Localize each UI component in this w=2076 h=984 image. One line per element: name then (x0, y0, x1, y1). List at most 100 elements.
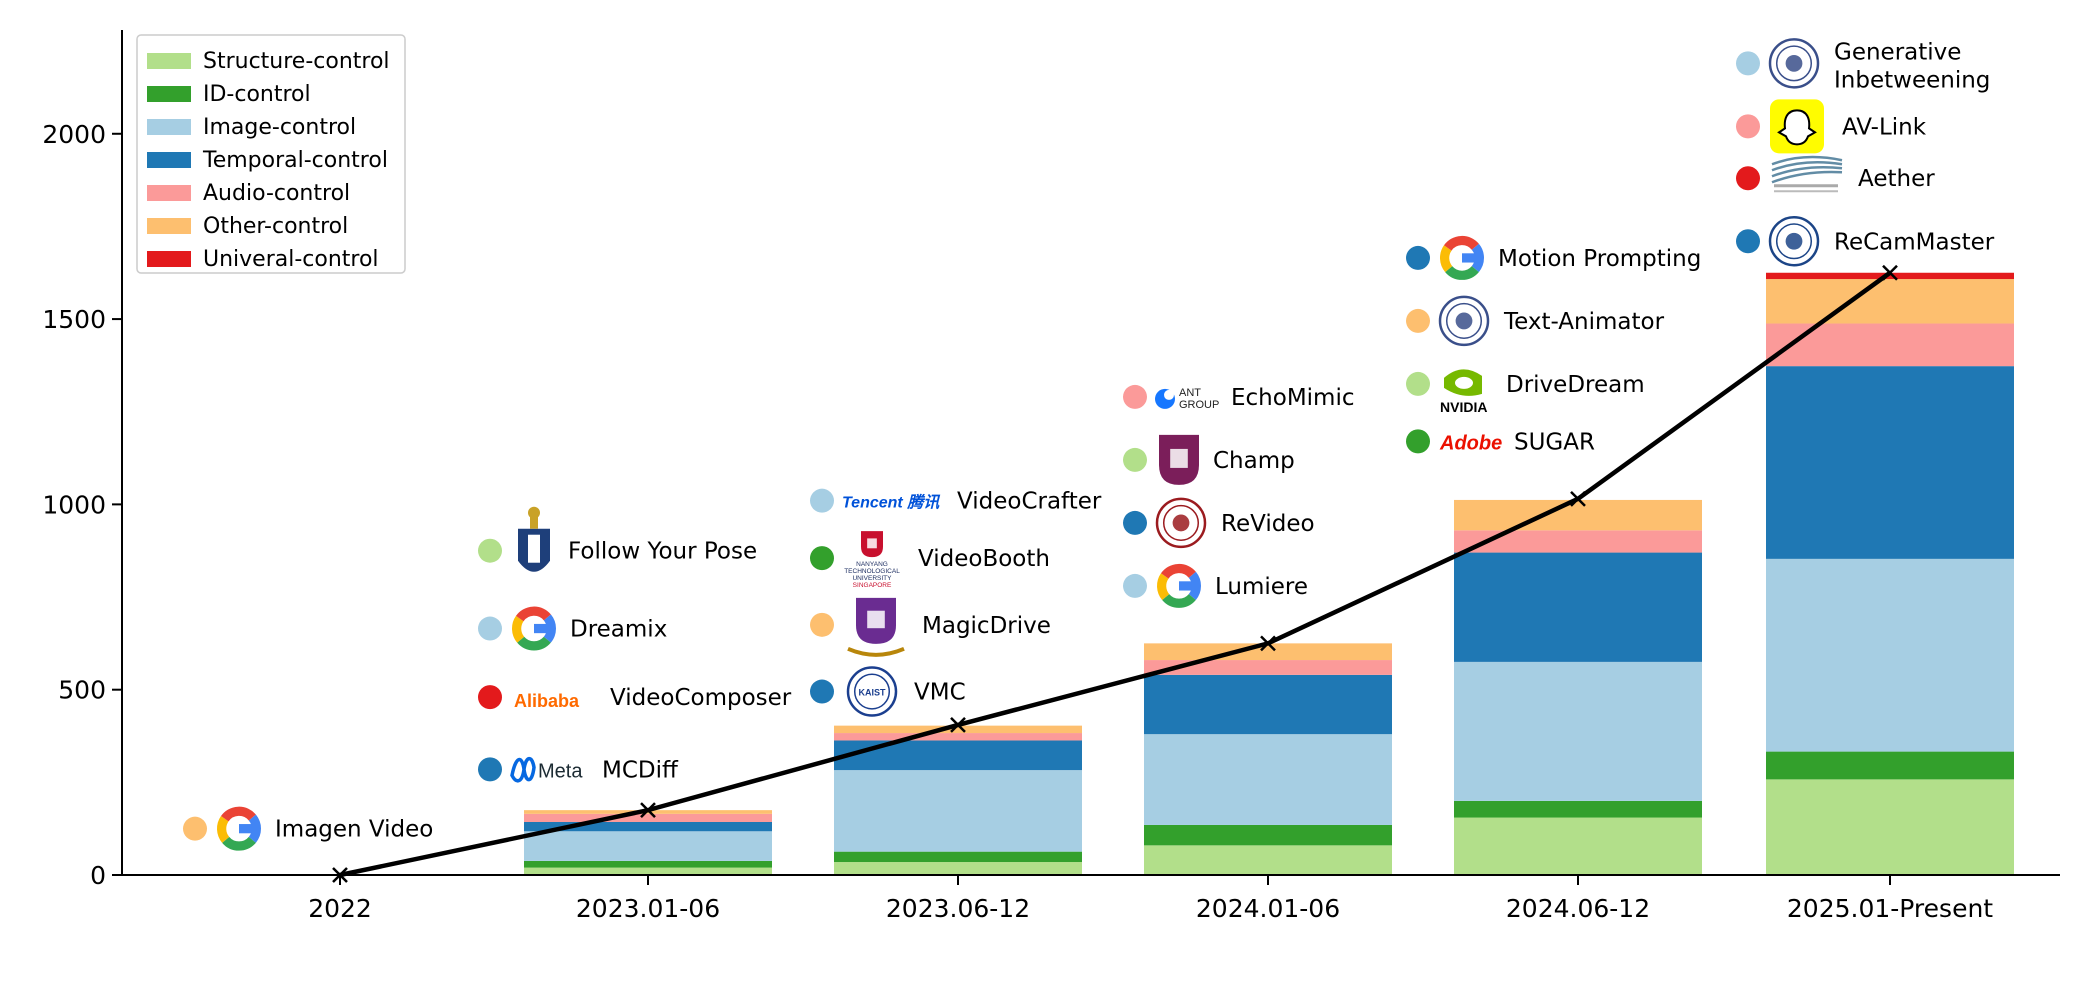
y-tick-label-2000: 2000 (42, 120, 106, 149)
annotation-dot (478, 685, 502, 710)
annotation-label: Lumiere (1215, 574, 1308, 600)
annotation-label: AV-Link (1842, 114, 1927, 140)
annotation-dot (478, 757, 502, 782)
annotation-label: SUGAR (1514, 429, 1595, 455)
annotation-drivedream: NVIDIA DriveDream (1406, 369, 1645, 415)
line-marker-2 (950, 717, 966, 733)
annotation-label: VMC (914, 680, 966, 706)
annotation-lumiere: Lumiere (1123, 563, 1308, 608)
y-tick-label-1500: 1500 (42, 305, 106, 334)
annotation-magicdrive: MagicDrive (810, 597, 1051, 657)
legend-label-5: Other-control (203, 214, 348, 239)
annotation-dot (1736, 166, 1760, 191)
svg-text:KAIST: KAIST (859, 688, 887, 698)
bar-other-control-3 (1144, 643, 1392, 661)
svg-text:Adobe: Adobe (1439, 432, 1502, 454)
nvidia-logo: NVIDIA (1440, 369, 1487, 415)
annotation-dot (1736, 51, 1760, 76)
annotation-dot (183, 816, 207, 841)
bar-image-control-4 (1454, 661, 1702, 801)
bar-audio-control-1 (524, 813, 772, 823)
annotation-label: Dreamix (570, 617, 667, 643)
google-logo (217, 806, 261, 851)
line-marker-4 (1570, 490, 1586, 507)
annotation-label: Aether (1858, 166, 1935, 192)
bar-audio-control-5 (1766, 323, 2014, 367)
legend-swatch-1 (147, 86, 191, 102)
annotation-videocomposer: Alibaba VideoComposer (478, 685, 792, 711)
annotation-label: MCDiff (602, 757, 679, 783)
annotation-label: MagicDrive (922, 613, 1051, 639)
kaist-logo: KAIST (846, 666, 898, 717)
adobe-logo: Adobe (1439, 432, 1502, 454)
line-marker-1 (640, 802, 656, 819)
legend-frame (136, 34, 406, 274)
university-seal-logo (1438, 295, 1490, 347)
bar-structure-control-3 (1144, 845, 1392, 875)
svg-text:GROUP: GROUP (1179, 399, 1219, 411)
bar-image-control-5 (1766, 558, 2014, 752)
legend-label-3: Temporal-control (202, 148, 388, 173)
bar-image-control-1 (524, 831, 772, 861)
tencent-logo: Tencent 腾讯 (842, 494, 941, 512)
annotation-dot (1736, 229, 1760, 254)
annotation-dot (810, 546, 834, 571)
annotation-dot (1406, 245, 1430, 270)
annotation-label: EchoMimic (1231, 385, 1355, 411)
annotation-label: VideoComposer (610, 685, 792, 711)
bars-layer (524, 272, 2014, 875)
svg-text:Meta: Meta (538, 760, 583, 782)
x-tick-label-2: 2023.06-12 (886, 894, 1030, 923)
annotation-dot (1123, 573, 1147, 598)
shanghai-ai-lab-logo (1771, 155, 1843, 193)
alibaba-logo: Alibaba (514, 691, 580, 711)
annotation-dot (1406, 308, 1430, 333)
annotation-videocrafter: Tencent 腾讯 VideoCrafter (810, 488, 1102, 515)
annotation-vmc: KAIST VMC (810, 666, 966, 717)
annotation-mcdiff: Meta MCDiff (478, 756, 679, 783)
line-marker-0 (332, 867, 348, 883)
annotation-champ: Champ (1123, 434, 1295, 485)
bar-audio-control-3 (1144, 660, 1392, 675)
annotation-label: Motion Prompting (1498, 246, 1701, 272)
google-logo (512, 606, 556, 651)
bar-structure-control-5 (1766, 779, 2014, 875)
bar-other-control-5 (1766, 279, 2014, 324)
bar-structure-control-4 (1454, 817, 1702, 875)
annotation-text-animator: Text-Animator (1406, 295, 1665, 347)
trend-line-layer (332, 264, 1898, 883)
x-tick-label-3: 2024.01-06 (1196, 894, 1340, 923)
fudan-logo (1159, 434, 1199, 485)
annotation-label: ReCamMaster (1834, 229, 1995, 255)
snapchat-logo (1770, 99, 1824, 154)
annotation-label: Follow Your Pose (568, 539, 757, 565)
annotation-imagen-video: Imagen Video (183, 806, 433, 851)
university-seal-logo (1768, 38, 1820, 89)
bar-structure-control-2 (834, 862, 1082, 875)
bar-image-control-2 (834, 770, 1082, 852)
annotation-dreamix: Dreamix (478, 606, 667, 651)
bar-structure-control-1 (524, 867, 772, 875)
y-tick-label-0: 0 (90, 861, 106, 890)
annotation-dot (1406, 429, 1430, 454)
bar-id-control-4 (1454, 800, 1702, 818)
annotation-dot (810, 679, 834, 704)
bar-temporal-control-2 (834, 740, 1082, 771)
annotation-label: Text-Animator (1503, 309, 1665, 335)
y-tick-label-1000: 1000 (42, 490, 106, 519)
line-marker-5 (1882, 264, 1898, 281)
meta-logo: Meta (510, 756, 583, 783)
annotation-dot (810, 612, 834, 637)
bar-other-control-4 (1454, 499, 1702, 531)
google-logo (1157, 563, 1201, 608)
bar-univeral-control-5 (1766, 272, 2014, 280)
y-tick-label-500: 500 (58, 676, 106, 705)
legend-swatch-4 (147, 185, 191, 201)
legend-label-2: Image-control (203, 115, 356, 140)
hkust-logo (518, 506, 550, 572)
bar-id-control-3 (1144, 824, 1392, 846)
